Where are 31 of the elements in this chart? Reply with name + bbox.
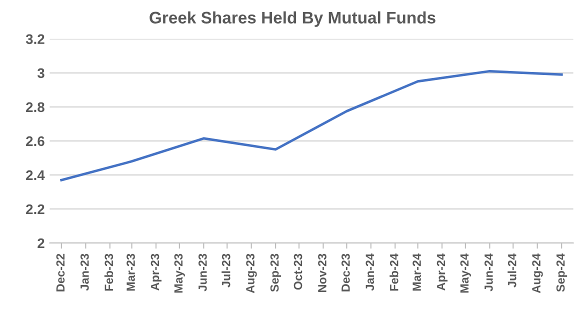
y-tick-label: 3.2 — [26, 34, 44, 44]
y-tick-label: 2.8 — [26, 102, 44, 112]
x-tick-label: Jul-24 — [508, 253, 516, 288]
x-tick-label: Jan-23 — [80, 254, 89, 291]
x-tick-label: Jun-23 — [198, 254, 207, 292]
y-tick-label: 3 — [37, 68, 44, 78]
x-tick-label: Feb-24 — [390, 253, 398, 291]
x-tick-label: Sep-23 — [270, 254, 282, 292]
x-tick-label: Nov-23 — [318, 254, 326, 292]
y-tick-label: 2.4 — [26, 170, 45, 180]
x-tick-label: Aug-24 — [532, 253, 543, 294]
x-tick-label: May-24 — [460, 253, 471, 293]
x-tick-label: Sep-24 — [556, 253, 568, 292]
x-tick-label: Feb-23 — [104, 254, 114, 291]
x-tick-label: May-23 — [174, 254, 185, 293]
x-tick-label: Dec-23 — [341, 254, 350, 292]
y-tick-label: 2.6 — [26, 136, 44, 146]
x-tick-label: Jan-24 — [366, 253, 374, 291]
x-tick-label: Mar-23 — [126, 254, 135, 291]
x-tick-label: Dec-22 — [56, 254, 65, 292]
y-tick-label: 2 — [38, 238, 44, 248]
x-tick-label: Aug-23 — [246, 254, 257, 294]
x-tick-label: Jul-23 — [222, 254, 230, 288]
y-tick-label: 2.2 — [26, 204, 44, 214]
chart-title: Greek Shares Held By Mutual Funds — [150, 11, 436, 27]
line-series — [60, 70, 563, 182]
x-tick-label: Apr-23 — [150, 254, 162, 291]
x-tick-label: Jun-24 — [484, 253, 493, 292]
x-tick-label: Apr-24 — [436, 253, 448, 291]
x-tick-label: Mar-24 — [412, 253, 421, 291]
x-tick-label: Oct-23 — [294, 254, 302, 290]
